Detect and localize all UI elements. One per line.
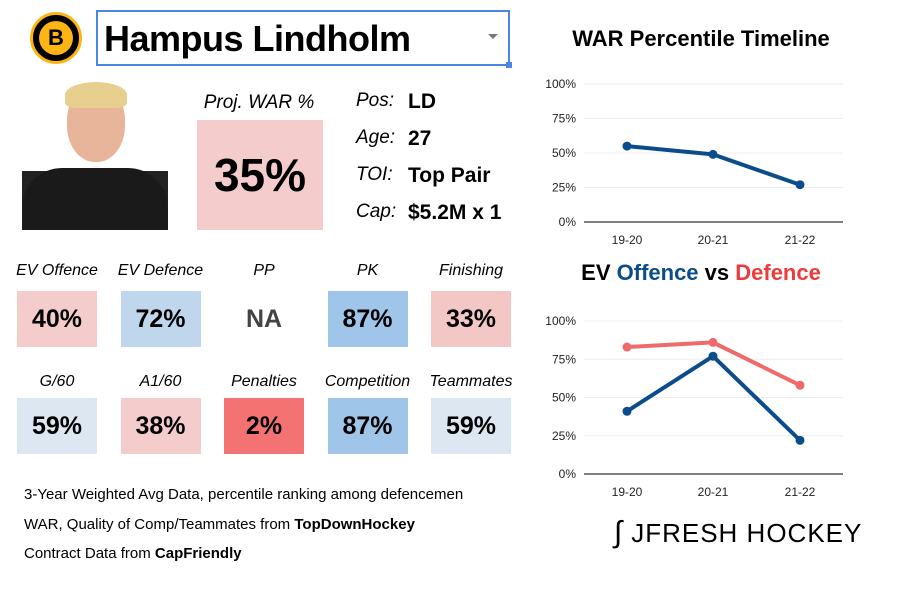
y-tick-label: 100% [545, 314, 576, 328]
data-point-offence [622, 406, 632, 416]
info-value: $5.2M x 1 [408, 201, 502, 224]
info-key: TOI: [356, 164, 393, 185]
data-point-war [622, 141, 632, 151]
stat-label: PP [253, 262, 275, 279]
chart2-title: EV Offence vs Defence [581, 260, 821, 285]
stat-label: Penalties [231, 373, 297, 390]
topdownhockey-link: TopDownHockey [294, 516, 415, 533]
data-point-war [708, 149, 718, 159]
y-tick-label: 0% [559, 467, 577, 481]
chevron-down-icon[interactable] [488, 34, 498, 39]
stat-label: EV Offence [16, 262, 98, 279]
footer-line-2: WAR, Quality of Comp/Teammates from TopD… [24, 516, 415, 533]
x-tick-label: 20-21 [698, 233, 729, 247]
selection-handle[interactable] [506, 62, 512, 68]
brand-logo: ∫ JFRESH HOCKEY [614, 516, 863, 549]
proj-war-label: Proj. WAR % [203, 92, 315, 113]
capfriendly-link: CapFriendly [154, 545, 242, 562]
x-tick-label: 20-21 [698, 485, 729, 499]
x-tick-label: 19-20 [612, 485, 643, 499]
stat-label: Teammates [429, 373, 513, 390]
chart1-title: WAR Percentile Timeline [572, 26, 830, 51]
x-tick-label: 21-22 [785, 485, 816, 499]
stat-value: NA [224, 291, 304, 347]
stat-value: 87% [327, 398, 408, 454]
y-tick-label: 50% [552, 391, 576, 405]
stat-value: 59% [431, 398, 511, 454]
stat-label: A1/60 [139, 373, 182, 390]
info-value: LD [408, 90, 436, 113]
series-line-offence [625, 354, 802, 442]
stat-value: 33% [431, 291, 511, 347]
data-point-offence [708, 351, 718, 361]
series-line-defence [626, 340, 801, 388]
y-tick-label: 75% [552, 352, 576, 366]
data-point-defence [622, 342, 632, 352]
info-key: Pos: [356, 90, 395, 111]
y-tick-label: 25% [552, 429, 576, 443]
y-tick-label: 100% [545, 77, 576, 91]
stat-label: EV Defence [117, 262, 204, 279]
proj-war-value: 35% [197, 120, 323, 230]
x-tick-label: 19-20 [612, 233, 643, 247]
info-key: Age: [356, 127, 396, 148]
stat-label: PK [356, 262, 379, 279]
stat-value: 38% [120, 398, 201, 454]
team-logo: B [30, 12, 82, 64]
player-photo [22, 82, 168, 230]
data-point-defence [708, 337, 718, 347]
stat-value: 2% [224, 398, 304, 454]
y-tick-label: 0% [559, 215, 577, 229]
stat-value: 72% [120, 291, 201, 347]
data-point-war [795, 180, 805, 190]
info-key: Cap: [356, 201, 397, 222]
info-value: 27 [408, 127, 432, 150]
stat-value: 59% [17, 398, 97, 454]
x-tick-label: 21-22 [785, 233, 816, 247]
y-tick-label: 50% [552, 146, 576, 160]
data-point-offence [795, 435, 805, 445]
info-value: Top Pair [408, 164, 491, 187]
stat-value: 87% [327, 291, 408, 347]
data-point-defence [795, 380, 805, 390]
footer-line-1: 3-Year Weighted Avg Data, percentile ran… [24, 486, 464, 503]
stat-value: 40% [17, 291, 97, 347]
stat-label: Finishing [438, 262, 504, 279]
stat-label: Competition [324, 373, 411, 390]
stat-label: G/60 [39, 373, 75, 390]
footer-line-3: Contract Data from CapFriendly [24, 545, 242, 562]
y-tick-label: 75% [552, 112, 576, 126]
y-tick-label: 25% [552, 181, 576, 195]
player-name: Hampus Lindholm [104, 18, 411, 59]
player-select[interactable]: Hampus Lindholm [96, 10, 512, 68]
